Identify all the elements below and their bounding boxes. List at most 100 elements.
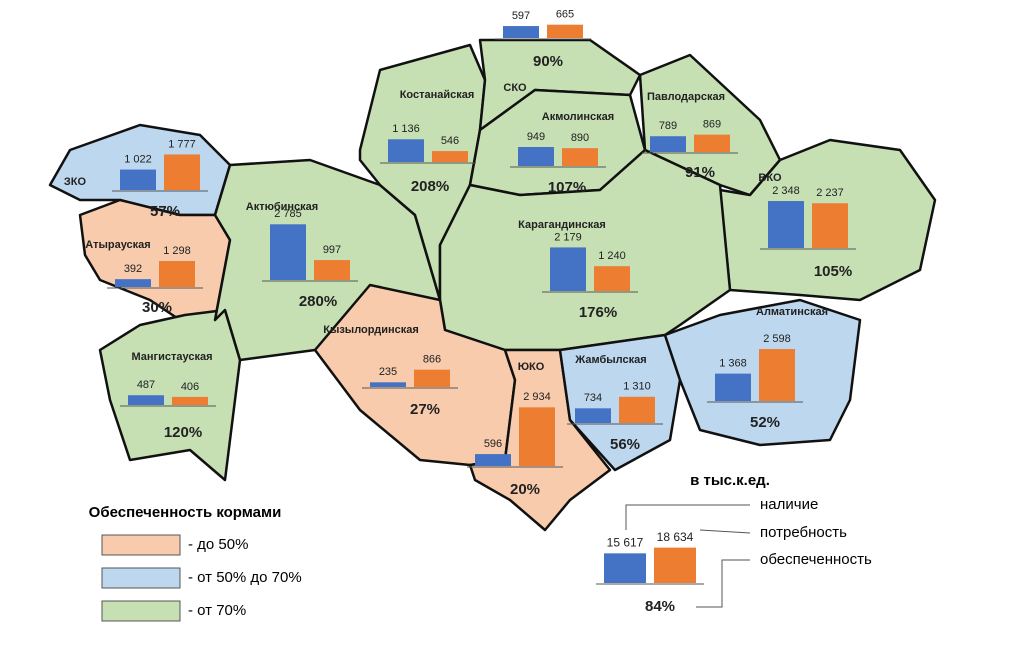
bar (619, 396, 655, 423)
units-label: в тыс.к.ед. (690, 472, 770, 489)
bar (812, 203, 848, 248)
series-name: потребность (760, 524, 847, 541)
bar (694, 134, 730, 152)
bar (650, 136, 686, 152)
bar (120, 169, 156, 190)
value-label: 1 310 (623, 381, 651, 393)
region-name: Алматинская (756, 306, 828, 318)
value-label: 2 237 (816, 187, 844, 199)
coverage-label: 20% (510, 481, 540, 498)
legend-label: - от 70% (188, 602, 246, 619)
series-name: наличие (760, 496, 818, 513)
value-label: 1 298 (163, 245, 191, 257)
value-label: 15 617 (607, 535, 644, 549)
value-label: 949 (527, 131, 545, 143)
region-name: Кызылординская (323, 324, 419, 336)
bar (475, 454, 511, 466)
bar (414, 369, 450, 387)
coverage-label: 57% (150, 203, 180, 220)
region-name: ВКО (758, 172, 782, 184)
bar (172, 396, 208, 405)
legend-swatch (101, 534, 181, 556)
bar (159, 261, 195, 287)
bar (550, 247, 586, 291)
bar (503, 26, 539, 38)
value-label: 596 (484, 438, 502, 450)
legend-title: Обеспеченность кормами (89, 504, 282, 521)
coverage-label: 176% (579, 304, 617, 321)
bar (388, 139, 424, 162)
region-shape (98, 308, 242, 482)
value-label: 734 (584, 392, 602, 404)
region-name: Атырауская (85, 239, 150, 251)
bar (314, 260, 350, 280)
coverage-label: 120% (164, 424, 202, 441)
bar (575, 408, 611, 423)
value-label: 1 240 (598, 250, 626, 262)
bar (715, 373, 751, 401)
value-label: 1 368 (719, 358, 747, 370)
bar (759, 349, 795, 401)
bar (164, 154, 200, 190)
coverage-label: 90% (533, 53, 563, 70)
bar (518, 147, 554, 166)
coverage-label: 30% (142, 299, 172, 316)
value-label: 2 785 (274, 208, 302, 220)
bar (768, 201, 804, 248)
value-label: 1 777 (168, 138, 196, 150)
value-label: 235 (379, 366, 397, 378)
region-name: ЗКО (64, 176, 87, 188)
coverage-label: 84% (645, 598, 675, 615)
coverage-label: 52% (750, 414, 780, 431)
value-label: 789 (659, 120, 677, 132)
bar (115, 279, 151, 287)
value-label: 665 (556, 9, 574, 21)
value-label: 869 (703, 119, 721, 131)
bar (432, 151, 468, 162)
region-name: Актюбинская (246, 201, 318, 213)
value-label: 2 179 (554, 231, 582, 243)
coverage-label: 56% (610, 436, 640, 453)
value-label: 487 (137, 379, 155, 391)
legend-swatch (101, 567, 181, 589)
value-label: 18 634 (657, 530, 694, 544)
value-label: 2 934 (523, 391, 551, 403)
value-label: 392 (124, 263, 142, 275)
series-name: обеспеченность (760, 551, 872, 568)
region-name: Жамбылская (574, 354, 646, 366)
value-label: 866 (423, 354, 441, 366)
value-label: 597 (512, 10, 530, 22)
bar (370, 382, 406, 387)
legend-label: - до 50% (188, 536, 248, 553)
value-label: 997 (323, 244, 341, 256)
leader-lines (625, 504, 751, 608)
bar (547, 24, 583, 38)
bar (270, 224, 306, 280)
legend-label: - от 50% до 70% (188, 569, 302, 586)
value-label: 890 (571, 132, 589, 144)
coverage-label: 105% (814, 263, 852, 280)
bar (519, 407, 555, 466)
region-name: Карагандинская (518, 219, 606, 231)
coverage-label: 91% (685, 164, 715, 181)
coverage-label: 208% (411, 178, 449, 195)
value-label: 406 (181, 381, 199, 393)
legend-swatch (101, 600, 181, 622)
coverage-label: 107% (548, 179, 586, 196)
bar (128, 395, 164, 405)
region-name: Костанайская (400, 89, 475, 101)
coverage-label: 280% (299, 293, 337, 310)
region-name: Мангистауская (131, 351, 212, 363)
region-name: Павлодарская (647, 91, 725, 103)
bar (654, 547, 696, 583)
value-label: 2 598 (763, 333, 791, 345)
region-name: СКО (503, 82, 527, 94)
value-label: 546 (441, 135, 459, 147)
region-name: Акмолинская (542, 111, 614, 123)
value-label: 1 136 (392, 123, 420, 135)
value-label: 1 022 (124, 153, 152, 165)
coverage-label: 27% (410, 401, 440, 418)
value-label: 2 348 (772, 185, 800, 197)
bar (604, 553, 646, 583)
